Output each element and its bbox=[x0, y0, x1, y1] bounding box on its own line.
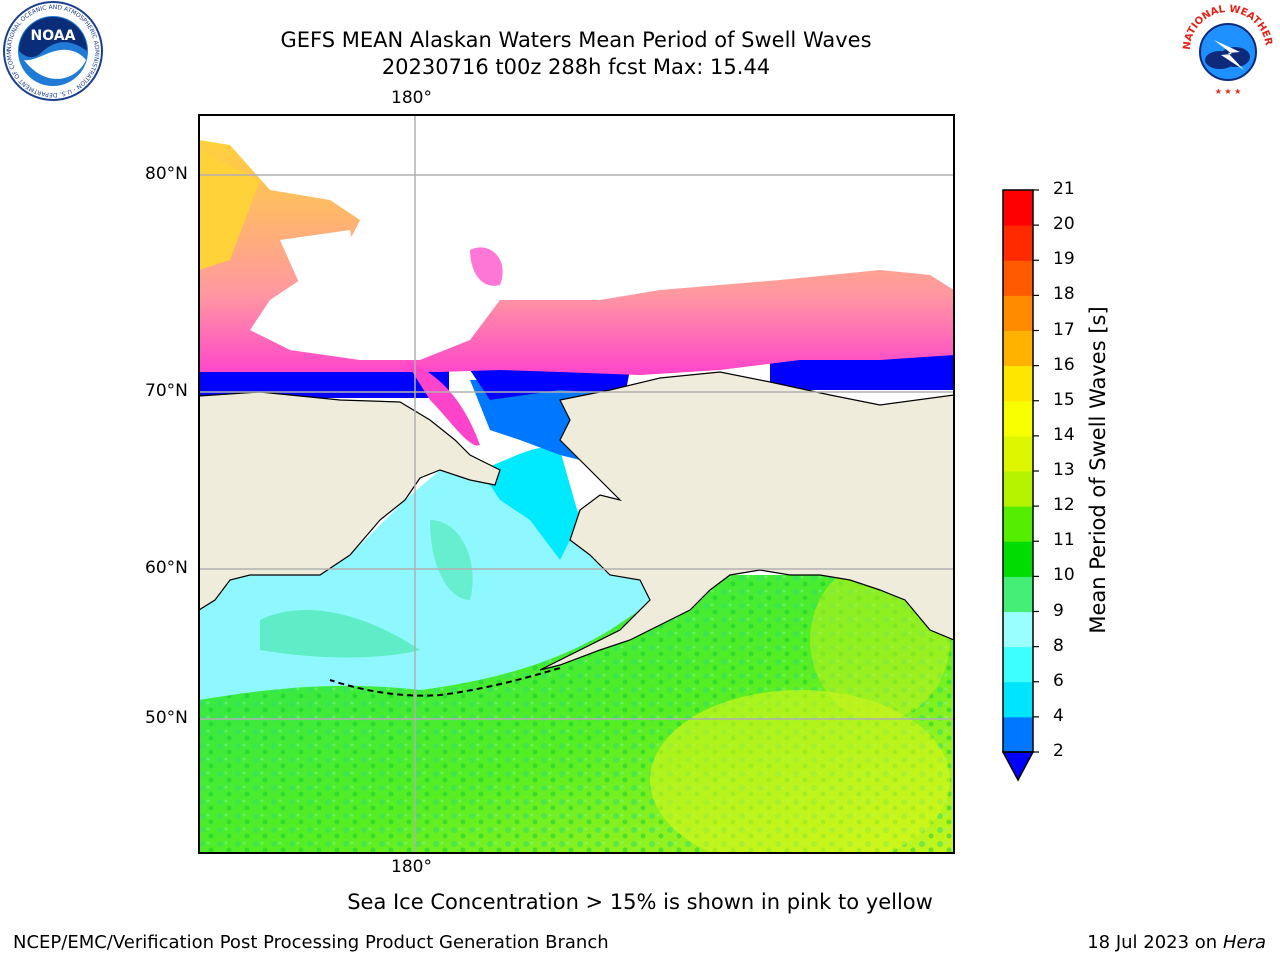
footer-credit: NCEP/EMC/Verification Post Processing Pr… bbox=[13, 932, 609, 953]
map-area bbox=[199, 115, 954, 853]
colorbar-segment bbox=[1003, 400, 1033, 437]
colorbar-tick-label: 6 bbox=[1053, 670, 1064, 691]
lat-label-60: 60°N bbox=[145, 558, 188, 578]
alaska-land bbox=[539, 371, 954, 671]
aleutian-islands bbox=[329, 667, 561, 697]
colorbar-tick-label: 17 bbox=[1053, 319, 1075, 340]
colorbar-tick-label: 14 bbox=[1053, 424, 1075, 445]
colorbar-tick-label: 8 bbox=[1053, 635, 1064, 656]
map-frame bbox=[198, 114, 955, 854]
colorbar-tick-label: 10 bbox=[1053, 565, 1075, 586]
colorbar-segment bbox=[1003, 576, 1033, 612]
colorbar-segment bbox=[1003, 506, 1033, 542]
colorbar bbox=[1001, 189, 1039, 782]
colorbar-segment bbox=[1003, 611, 1033, 648]
colorbar-segment bbox=[1003, 681, 1033, 718]
colorbar-tick-label: 18 bbox=[1053, 284, 1075, 305]
colorbar-tick-label: 11 bbox=[1053, 530, 1075, 551]
colorbar-tick-label: 13 bbox=[1053, 460, 1075, 480]
chart-title: GEFS MEAN Alaskan Waters Mean Period of … bbox=[280, 28, 872, 52]
colorbar-tick-label: 20 bbox=[1053, 214, 1075, 235]
siberia-land bbox=[199, 391, 501, 611]
colorbar-tick-label: 15 bbox=[1053, 389, 1075, 410]
colorbar-title: Mean Period of Swell Waves [s] bbox=[1086, 306, 1110, 634]
chart-subtitle: 20230716 t00z 288h fcst Max: 15.44 bbox=[381, 55, 771, 79]
lon-label-top: 180° bbox=[391, 88, 432, 108]
lat-label-80: 80°N bbox=[145, 164, 188, 184]
footer-machine: Hera bbox=[1222, 932, 1266, 953]
colorbar-tick-label: 19 bbox=[1053, 249, 1075, 270]
sea-ice-field bbox=[199, 140, 954, 375]
colorbar-segment bbox=[1003, 471, 1033, 507]
footer-date-text: 18 Jul 2023 on bbox=[1087, 932, 1223, 953]
colorbar-segment bbox=[1003, 646, 1033, 683]
lon-label-bottom: 180° bbox=[391, 857, 432, 877]
nws-logo: NATIONAL WEATHER SERVICE ★ ★ ★ bbox=[1178, 0, 1276, 98]
colorbar-segment bbox=[1003, 716, 1033, 753]
colorbar-tick-label: 21 bbox=[1053, 179, 1075, 199]
colorbar-tick-label: 12 bbox=[1053, 495, 1075, 516]
colorbar-tick-label: 9 bbox=[1053, 600, 1064, 621]
colorbar-segment bbox=[1003, 365, 1033, 402]
colorbar-tick-label: 16 bbox=[1053, 354, 1075, 375]
colorbar-segment bbox=[1003, 225, 1033, 261]
noaa-logo: NATIONAL OCEANIC AND ATMOSPHERIC ADMINIS… bbox=[2, 0, 103, 101]
colorbar-segment bbox=[1003, 190, 1033, 226]
lat-label-70: 70°N bbox=[145, 381, 188, 401]
colorbar-tick-label: 2 bbox=[1053, 741, 1064, 761]
colorbar-segment bbox=[1003, 260, 1033, 296]
colorbar-segment bbox=[1003, 295, 1033, 331]
sea-ice-note: Sea Ice Concentration > 15% is shown in … bbox=[347, 890, 933, 914]
colorbar-segment bbox=[1003, 541, 1033, 577]
svg-text:★ ★ ★: ★ ★ ★ bbox=[1215, 87, 1242, 96]
noaa-text: NOAA bbox=[31, 28, 76, 44]
colorbar-extend-arrow bbox=[1001, 751, 1035, 782]
lat-label-50: 50°N bbox=[145, 708, 188, 728]
colorbar-segment bbox=[1003, 330, 1033, 367]
footer-date: 18 Jul 2023 on Hera bbox=[1087, 932, 1266, 953]
colorbar-tick-label: 4 bbox=[1053, 705, 1064, 726]
graticule bbox=[199, 115, 954, 853]
colorbar-segment bbox=[1003, 435, 1033, 472]
